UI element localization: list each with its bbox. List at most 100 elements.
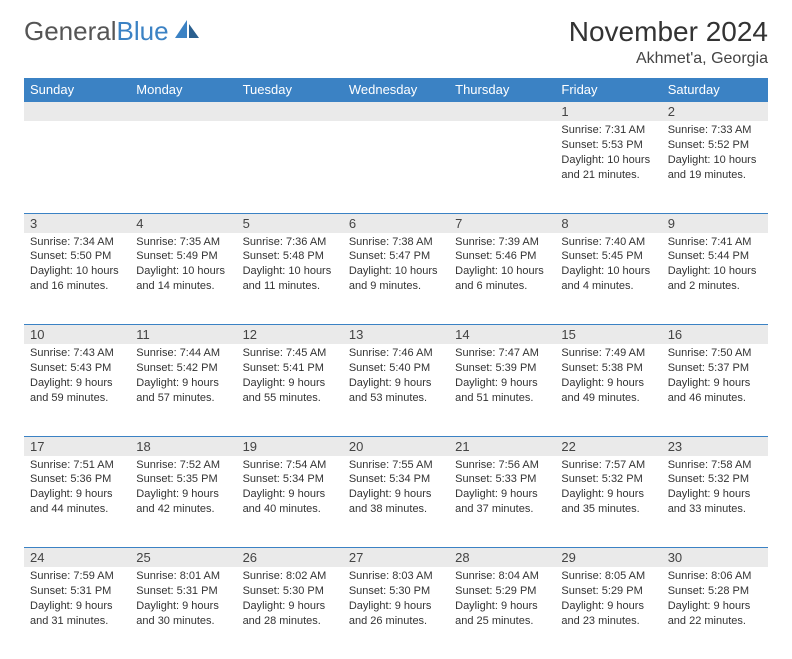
day-number: 25 xyxy=(130,548,236,567)
location-label: Akhmet'a, Georgia xyxy=(569,50,768,68)
day-number-cell: 8 xyxy=(555,213,661,233)
day-number-cell: 22 xyxy=(555,436,661,456)
day-content-cell: Sunrise: 7:35 AMSunset: 5:49 PMDaylight:… xyxy=(130,233,236,325)
day-number: 18 xyxy=(130,437,236,456)
day-details: Sunrise: 7:50 AMSunset: 5:37 PMDaylight:… xyxy=(662,344,768,409)
day-number-cell xyxy=(449,102,555,122)
day-details: Sunrise: 7:54 AMSunset: 5:34 PMDaylight:… xyxy=(237,456,343,521)
day-number-cell: 6 xyxy=(343,213,449,233)
day-details: Sunrise: 8:02 AMSunset: 5:30 PMDaylight:… xyxy=(237,567,343,632)
day-content-cell xyxy=(343,121,449,213)
weekday-header: Friday xyxy=(555,78,661,102)
day-details: Sunrise: 7:36 AMSunset: 5:48 PMDaylight:… xyxy=(237,233,343,298)
day-number-cell: 25 xyxy=(130,548,236,568)
day-number: 11 xyxy=(130,325,236,344)
day-number-cell: 10 xyxy=(24,325,130,345)
day-number-cell: 17 xyxy=(24,436,130,456)
day-number: 23 xyxy=(662,437,768,456)
day-content-cell: Sunrise: 7:54 AMSunset: 5:34 PMDaylight:… xyxy=(237,456,343,548)
brand-logo: GeneralBlue xyxy=(24,16,203,47)
day-content-row: Sunrise: 7:51 AMSunset: 5:36 PMDaylight:… xyxy=(24,456,768,548)
day-details: Sunrise: 7:55 AMSunset: 5:34 PMDaylight:… xyxy=(343,456,449,521)
day-number-cell: 4 xyxy=(130,213,236,233)
day-number: 7 xyxy=(449,214,555,233)
day-details: Sunrise: 7:58 AMSunset: 5:32 PMDaylight:… xyxy=(662,456,768,521)
weekday-header: Saturday xyxy=(662,78,768,102)
day-number-cell xyxy=(237,102,343,122)
day-content-cell xyxy=(130,121,236,213)
day-content-row: Sunrise: 7:43 AMSunset: 5:43 PMDaylight:… xyxy=(24,344,768,436)
day-number-cell: 5 xyxy=(237,213,343,233)
day-content-cell: Sunrise: 7:39 AMSunset: 5:46 PMDaylight:… xyxy=(449,233,555,325)
day-number-row: 17181920212223 xyxy=(24,436,768,456)
day-number-cell: 12 xyxy=(237,325,343,345)
day-number-cell: 30 xyxy=(662,548,768,568)
day-content-row: Sunrise: 7:34 AMSunset: 5:50 PMDaylight:… xyxy=(24,233,768,325)
day-details: Sunrise: 8:06 AMSunset: 5:28 PMDaylight:… xyxy=(662,567,768,632)
weekday-header: Thursday xyxy=(449,78,555,102)
day-number-cell: 18 xyxy=(130,436,236,456)
weekday-header-row: SundayMondayTuesdayWednesdayThursdayFrid… xyxy=(24,78,768,102)
day-content-cell: Sunrise: 7:57 AMSunset: 5:32 PMDaylight:… xyxy=(555,456,661,548)
day-number: 30 xyxy=(662,548,768,567)
day-number: 21 xyxy=(449,437,555,456)
day-number-cell: 28 xyxy=(449,548,555,568)
weekday-header: Monday xyxy=(130,78,236,102)
day-number-cell: 3 xyxy=(24,213,130,233)
day-content-row: Sunrise: 7:31 AMSunset: 5:53 PMDaylight:… xyxy=(24,121,768,213)
day-details: Sunrise: 7:46 AMSunset: 5:40 PMDaylight:… xyxy=(343,344,449,409)
day-number-cell: 14 xyxy=(449,325,555,345)
day-content-cell: Sunrise: 8:03 AMSunset: 5:30 PMDaylight:… xyxy=(343,567,449,659)
day-number: 26 xyxy=(237,548,343,567)
day-content-row: Sunrise: 7:59 AMSunset: 5:31 PMDaylight:… xyxy=(24,567,768,659)
brand-part2: Blue xyxy=(117,16,169,47)
day-number-row: 10111213141516 xyxy=(24,325,768,345)
day-content-cell: Sunrise: 7:38 AMSunset: 5:47 PMDaylight:… xyxy=(343,233,449,325)
day-number-cell: 19 xyxy=(237,436,343,456)
day-number: 10 xyxy=(24,325,130,344)
day-number-cell: 20 xyxy=(343,436,449,456)
day-number-cell xyxy=(343,102,449,122)
day-content-cell: Sunrise: 7:52 AMSunset: 5:35 PMDaylight:… xyxy=(130,456,236,548)
day-details: Sunrise: 8:03 AMSunset: 5:30 PMDaylight:… xyxy=(343,567,449,632)
day-number: 3 xyxy=(24,214,130,233)
day-number: 6 xyxy=(343,214,449,233)
day-number: 24 xyxy=(24,548,130,567)
day-details: Sunrise: 7:43 AMSunset: 5:43 PMDaylight:… xyxy=(24,344,130,409)
day-number-cell xyxy=(130,102,236,122)
day-content-cell: Sunrise: 7:44 AMSunset: 5:42 PMDaylight:… xyxy=(130,344,236,436)
day-content-cell: Sunrise: 7:47 AMSunset: 5:39 PMDaylight:… xyxy=(449,344,555,436)
day-details: Sunrise: 7:45 AMSunset: 5:41 PMDaylight:… xyxy=(237,344,343,409)
day-number: 28 xyxy=(449,548,555,567)
weekday-header: Tuesday xyxy=(237,78,343,102)
day-details: Sunrise: 7:34 AMSunset: 5:50 PMDaylight:… xyxy=(24,233,130,298)
day-details: Sunrise: 7:40 AMSunset: 5:45 PMDaylight:… xyxy=(555,233,661,298)
day-content-cell: Sunrise: 7:46 AMSunset: 5:40 PMDaylight:… xyxy=(343,344,449,436)
day-details: Sunrise: 7:38 AMSunset: 5:47 PMDaylight:… xyxy=(343,233,449,298)
day-details: Sunrise: 7:35 AMSunset: 5:49 PMDaylight:… xyxy=(130,233,236,298)
day-content-cell: Sunrise: 7:50 AMSunset: 5:37 PMDaylight:… xyxy=(662,344,768,436)
day-number: 12 xyxy=(237,325,343,344)
day-details: Sunrise: 8:05 AMSunset: 5:29 PMDaylight:… xyxy=(555,567,661,632)
day-content-cell: Sunrise: 7:34 AMSunset: 5:50 PMDaylight:… xyxy=(24,233,130,325)
day-number-row: 3456789 xyxy=(24,213,768,233)
day-content-cell: Sunrise: 7:41 AMSunset: 5:44 PMDaylight:… xyxy=(662,233,768,325)
day-content-cell: Sunrise: 8:06 AMSunset: 5:28 PMDaylight:… xyxy=(662,567,768,659)
day-number-row: 24252627282930 xyxy=(24,548,768,568)
calendar-table: SundayMondayTuesdayWednesdayThursdayFrid… xyxy=(24,78,768,659)
day-content-cell: Sunrise: 7:59 AMSunset: 5:31 PMDaylight:… xyxy=(24,567,130,659)
day-content-cell: Sunrise: 7:33 AMSunset: 5:52 PMDaylight:… xyxy=(662,121,768,213)
day-content-cell: Sunrise: 8:01 AMSunset: 5:31 PMDaylight:… xyxy=(130,567,236,659)
day-details: Sunrise: 7:57 AMSunset: 5:32 PMDaylight:… xyxy=(555,456,661,521)
day-number: 22 xyxy=(555,437,661,456)
day-content-cell: Sunrise: 7:36 AMSunset: 5:48 PMDaylight:… xyxy=(237,233,343,325)
day-number-cell: 13 xyxy=(343,325,449,345)
day-details: Sunrise: 7:31 AMSunset: 5:53 PMDaylight:… xyxy=(555,121,661,186)
day-number: 1 xyxy=(555,102,661,121)
day-details: Sunrise: 7:59 AMSunset: 5:31 PMDaylight:… xyxy=(24,567,130,632)
weekday-header: Wednesday xyxy=(343,78,449,102)
day-content-cell: Sunrise: 7:31 AMSunset: 5:53 PMDaylight:… xyxy=(555,121,661,213)
day-details: Sunrise: 7:51 AMSunset: 5:36 PMDaylight:… xyxy=(24,456,130,521)
day-content-cell xyxy=(237,121,343,213)
day-content-cell: Sunrise: 7:58 AMSunset: 5:32 PMDaylight:… xyxy=(662,456,768,548)
